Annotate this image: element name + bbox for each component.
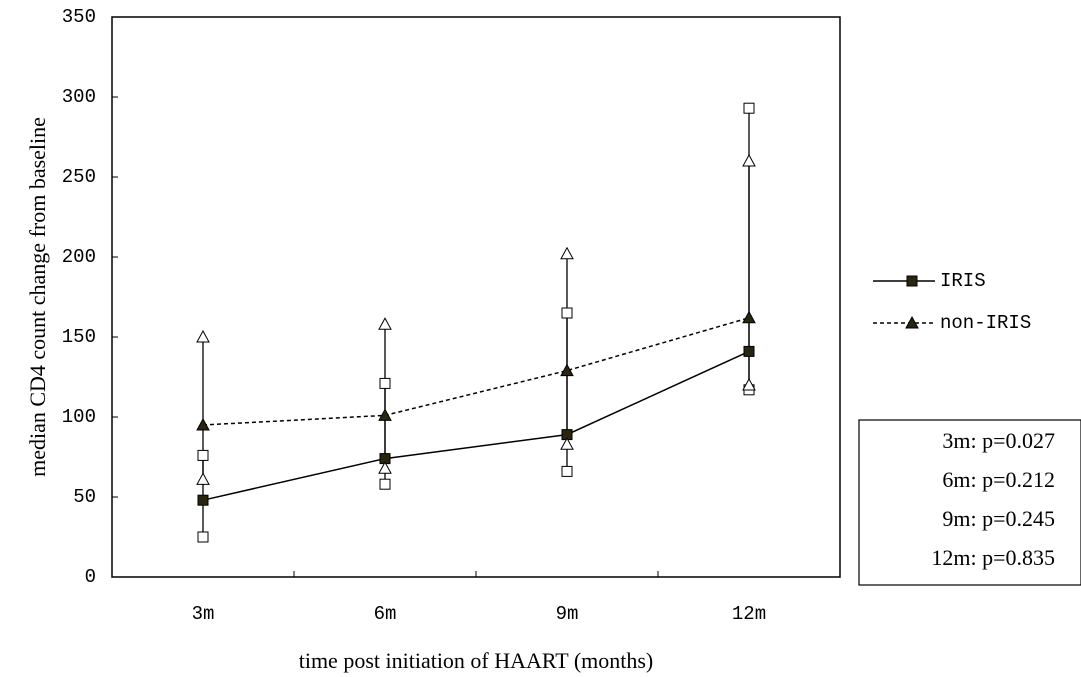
marker	[197, 473, 209, 484]
marker	[562, 308, 572, 318]
annotation: 9m: p=0.245	[942, 506, 1055, 531]
marker	[197, 419, 209, 430]
series-line	[203, 318, 749, 425]
marker	[198, 532, 208, 542]
y-tick-label: 150	[62, 326, 96, 348]
marker	[380, 479, 390, 489]
marker	[197, 331, 209, 342]
legend-label: non-IRIS	[940, 312, 1031, 334]
marker	[379, 318, 391, 329]
y-tick-label: 0	[85, 566, 96, 588]
annotation: 3m: p=0.027	[942, 428, 1055, 453]
marker	[743, 155, 755, 166]
series-line	[203, 351, 749, 500]
marker	[198, 450, 208, 460]
marker	[907, 276, 917, 286]
annotation: 6m: p=0.212	[942, 467, 1055, 492]
y-tick-label: 100	[62, 406, 96, 428]
y-tick-label: 350	[62, 6, 96, 28]
x-tick-label: 12m	[732, 603, 766, 625]
y-tick-label: 200	[62, 246, 96, 268]
y-axis-title: median CD4 count change from baseline	[25, 117, 50, 477]
marker	[743, 312, 755, 323]
marker	[198, 495, 208, 505]
plot-area	[112, 17, 840, 577]
y-tick-label: 50	[73, 486, 96, 508]
x-tick-label: 3m	[192, 603, 215, 625]
x-axis-title: time post initiation of HAART (months)	[299, 648, 654, 673]
marker	[744, 103, 754, 113]
marker	[562, 466, 572, 476]
marker	[380, 378, 390, 388]
legend-label: IRIS	[940, 270, 986, 292]
annotation: 12m: p=0.835	[931, 545, 1055, 570]
marker	[744, 346, 754, 356]
chart: median CD4 count change from baseline ti…	[0, 0, 1081, 677]
y-tick-label: 300	[62, 86, 96, 108]
x-tick-label: 9m	[556, 603, 579, 625]
marker	[561, 248, 573, 259]
x-tick-label: 6m	[374, 603, 397, 625]
y-tick-label: 250	[62, 166, 96, 188]
